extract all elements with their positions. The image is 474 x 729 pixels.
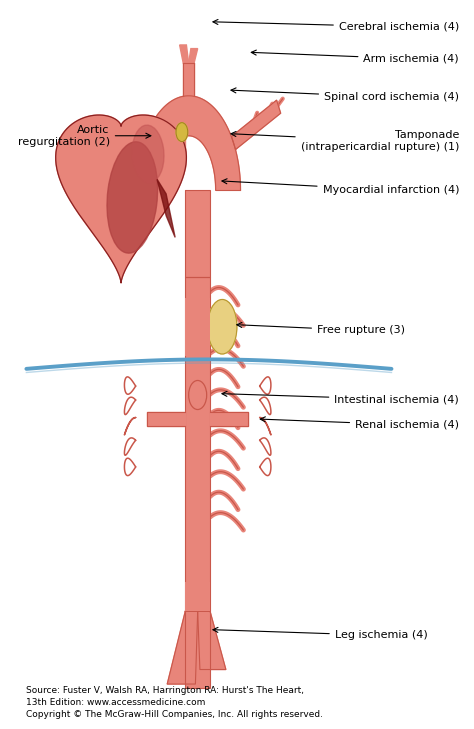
Polygon shape: [147, 412, 185, 426]
Polygon shape: [137, 95, 240, 190]
Polygon shape: [189, 49, 198, 63]
Polygon shape: [180, 45, 189, 63]
Text: Myocardial infarction (4): Myocardial infarction (4): [222, 179, 459, 195]
Polygon shape: [157, 179, 175, 238]
Bar: [185, 277, 210, 687]
Bar: [185, 277, 210, 687]
Ellipse shape: [208, 300, 237, 354]
Polygon shape: [210, 412, 248, 426]
Bar: [185, 297, 210, 356]
Text: Arm ischemia (4): Arm ischemia (4): [251, 50, 459, 63]
Ellipse shape: [132, 125, 164, 183]
Bar: [185, 190, 210, 277]
Text: Tamponade
(intrapericardial rupture) (1): Tamponade (intrapericardial rupture) (1): [231, 130, 459, 152]
Text: Aortic
regurgitation (2): Aortic regurgitation (2): [18, 125, 151, 147]
Circle shape: [176, 122, 188, 141]
Text: Cerebral ischemia (4): Cerebral ischemia (4): [213, 20, 459, 32]
Polygon shape: [198, 612, 226, 669]
Polygon shape: [231, 100, 281, 149]
Text: Renal ischemia (4): Renal ischemia (4): [260, 417, 459, 430]
Text: Free rupture (3): Free rupture (3): [237, 322, 405, 335]
Bar: [185, 582, 210, 612]
Text: Spinal cord ischemia (4): Spinal cord ischemia (4): [231, 88, 459, 102]
Text: Source: Fuster V, Walsh RA, Harrington RA: Hurst's The Heart,
13th Edition: www.: Source: Fuster V, Walsh RA, Harrington R…: [27, 685, 323, 719]
Circle shape: [189, 381, 207, 410]
Text: Leg ischemia (4): Leg ischemia (4): [213, 628, 428, 640]
Polygon shape: [162, 132, 185, 168]
Text: Intestinal ischemia (4): Intestinal ischemia (4): [222, 391, 459, 405]
Polygon shape: [167, 612, 198, 684]
Polygon shape: [55, 115, 186, 283]
Bar: [185, 582, 210, 612]
Bar: [185, 297, 200, 356]
Bar: [185, 190, 210, 277]
Ellipse shape: [107, 142, 158, 253]
Bar: [185, 297, 210, 356]
Polygon shape: [183, 63, 194, 95]
